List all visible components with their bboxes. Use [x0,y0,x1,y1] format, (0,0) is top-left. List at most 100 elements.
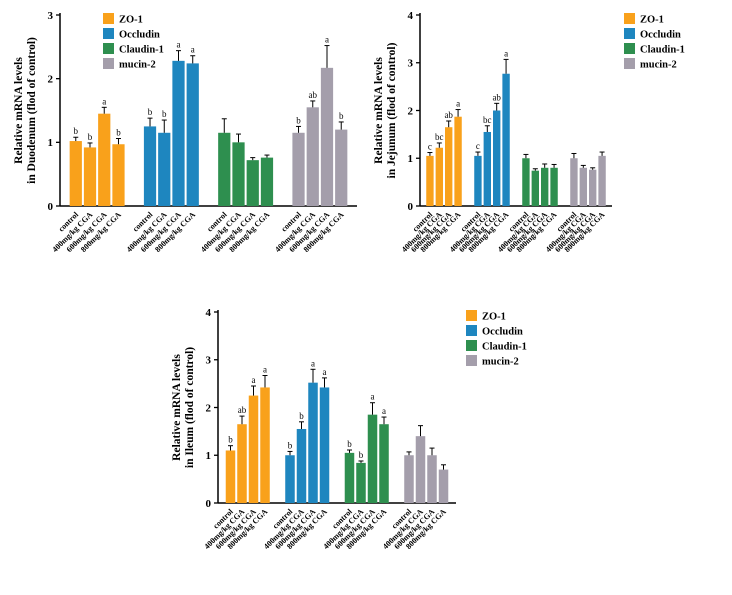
legend-swatch-Occludin [103,28,114,39]
sig-letter: ab [492,92,501,102]
sig-letter: a [382,406,386,416]
sig-letter: b [88,132,93,142]
jejunum-chart-svg: 0 1 2 3 4 Relative mRNA levels in Jejunum (flo… [373,10,685,254]
sig-letter: b [228,435,233,445]
legend-swatch-mucin-2 [624,58,635,69]
sig-letter: a [504,48,508,58]
bar-Claudin-1-control [344,452,355,503]
sig-letter: a [311,358,315,368]
bar-Occludin-control [474,155,482,206]
legend-label: ZO-1 [119,15,143,26]
legend-swatch-Claudin-1 [466,340,477,351]
sig-letter: a [263,365,267,375]
bar-Claudin-1-600mg/kg CGA [246,160,259,206]
sig-letter: a [323,367,327,377]
y-tick-label: 4 [408,10,414,22]
bar-Claudin-1-400mg/kg CGA [356,462,366,503]
y-tick-label: 1 [48,137,54,149]
sig-letter: b [296,115,301,125]
bar-Claudin-1-400mg/kg CGA [232,142,245,206]
bar-ZO-1-control [426,155,434,206]
bar-Occludin-control [285,455,295,503]
bar-Occludin-800mg/kg CGA [186,63,199,207]
bar-Claudin-1-800mg/kg CGA [550,167,558,206]
legend-swatch-ZO-1 [624,13,635,24]
legend-swatch-mucin-2 [466,355,477,366]
sig-letter: ab [238,405,247,415]
y-tick-label: 0 [408,201,414,213]
legend-label: Claudin-1 [482,342,527,353]
y-tick-label: 2 [48,73,54,85]
y-tick-label: 1 [206,450,212,462]
y-tick-label: 3 [408,58,414,70]
legend-label: Occludin [640,30,681,41]
bar-mucin-2-control [404,455,414,503]
y-tick-label: 3 [48,10,54,22]
legend-label: mucin-2 [482,357,519,368]
bar-Occludin-control [143,126,157,206]
sig-letter: b [162,109,167,119]
bar-ZO-1-800mg/kg CGA [112,144,125,206]
y-axis-label-line2: in Ileum (flod of control) [184,347,196,468]
bar-ZO-1-400mg/kg CGA [435,147,443,206]
bar-ZO-1-600mg/kg CGA [248,395,259,503]
bar-Occludin-600mg/kg CGA [172,60,185,207]
sig-letter: a [191,45,195,55]
y-axis-label-line1: Relative mRNA levels [171,354,183,461]
duodenum-chart: 0 1 2 3 Relative mRNA levels in Duodenum (flo… [5,3,370,300]
ileum-chart: 0 1 2 3 4 Relative mRNA levels in Ileum (flod … [168,298,563,595]
legend-swatch-Claudin-1 [103,43,114,54]
y-tick-label: 0 [48,201,54,213]
legend-label: mucin-2 [640,60,677,71]
legend-label: Claudin-1 [119,45,164,56]
bar-ZO-1-400mg/kg CGA [83,147,97,206]
sig-letter: a [325,35,329,45]
legend-label: Claudin-1 [640,45,685,56]
bar-Occludin-600mg/kg CGA [493,110,501,206]
legend-label: mucin-2 [119,60,156,71]
y-axis-label-line1: Relative mRNA levels [373,57,385,164]
sig-letter: b [148,107,153,117]
duodenum-chart-svg: 0 1 2 3 Relative mRNA levels in Duodenum (flo… [13,10,357,254]
bar-Claudin-1-800mg/kg CGA [379,424,389,503]
legend-swatch-ZO-1 [103,13,114,24]
bar-mucin-2-800mg/kg CGA [335,129,348,206]
sig-letter: ab [309,90,318,100]
y-tick-label: 1 [408,153,414,165]
y-axis-label-line1: Relative mRNA levels [13,57,25,164]
sig-letter: b [339,111,344,121]
sig-letter: a [176,40,180,50]
bar-Occludin-600mg/kg CGA [308,382,318,503]
legend-label: ZO-1 [482,312,506,323]
sig-letter: b [288,440,293,450]
bar-Claudin-1-800mg/kg CGA [260,157,274,206]
ileum-chart-svg: 0 1 2 3 4 Relative mRNA levels in Ileum (flod … [171,307,527,551]
y-axis-label-line2: in Duodenum (flod of control) [26,37,38,184]
y-tick-label: 4 [206,307,212,319]
bar-ZO-1-400mg/kg CGA [237,424,247,503]
y-tick-label: 3 [206,355,212,367]
bar-mucin-2-800mg/kg CGA [598,155,606,206]
sig-letter: a [252,375,256,385]
sig-letter: b [359,450,364,460]
legend-swatch-mucin-2 [103,58,114,69]
bar-ZO-1-800mg/kg CGA [260,387,270,503]
sig-letter: ab [444,110,453,120]
legend-label: Occludin [119,30,160,41]
legend-swatch-Occludin [624,28,635,39]
legend-swatch-Occludin [466,325,477,336]
bar-ZO-1-600mg/kg CGA [98,113,111,206]
y-tick-label: 2 [408,105,414,117]
bar-ZO-1-600mg/kg CGA [445,127,453,206]
bar-ZO-1-control [225,450,236,503]
bar-mucin-2-800mg/kg CGA [438,469,449,503]
bar-ZO-1-800mg/kg CGA [454,116,462,206]
sig-letter: bc [483,115,492,125]
legend-label: ZO-1 [640,15,664,26]
sig-letter: c [476,141,480,151]
bar-mucin-2-control [292,132,305,206]
sig-letter: a [456,99,460,109]
legend-label: Occludin [482,327,523,338]
bar-Claudin-1-600mg/kg CGA [541,167,549,206]
legend-swatch-Claudin-1 [624,43,635,54]
